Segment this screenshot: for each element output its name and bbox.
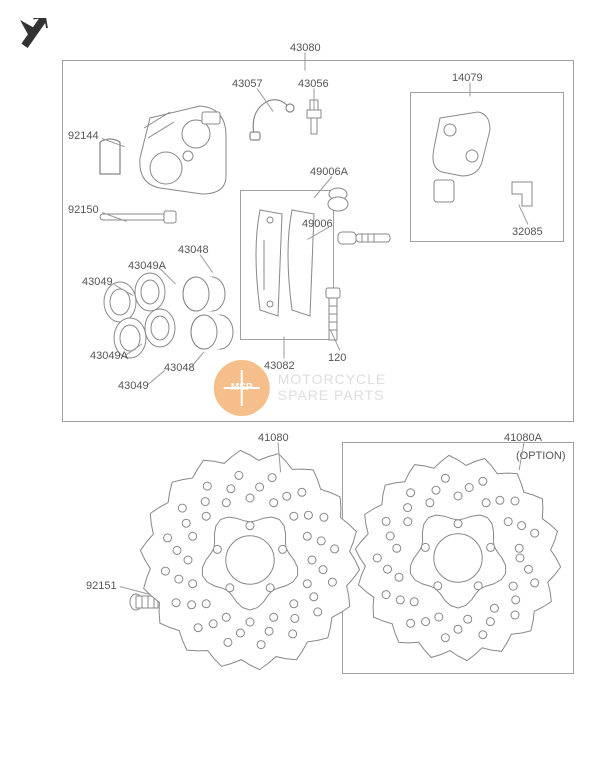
label-l92150: 92150: [68, 204, 99, 216]
leader-line: [314, 89, 315, 111]
label-l120: 120: [328, 352, 346, 364]
label-l41080: 41080: [258, 432, 289, 444]
label-l92144: 92144: [68, 130, 99, 142]
label-l43048a: 43048: [178, 244, 209, 256]
label-l92151: 92151: [86, 580, 117, 592]
label-l32085: 32085: [512, 226, 543, 238]
brake-disc-option: [0, 0, 600, 775]
leader-line: [470, 83, 471, 97]
leader-line: [284, 337, 285, 359]
label-l43049Ab: 43049A: [90, 350, 128, 362]
label-l14079: 14079: [452, 72, 483, 84]
label-l43082: 43082: [264, 360, 295, 372]
label-l49006A: 49006A: [310, 166, 348, 178]
label-l43049a: 43049: [82, 276, 113, 288]
label-l43049b: 43049: [118, 380, 149, 392]
leader-line: [305, 53, 306, 71]
